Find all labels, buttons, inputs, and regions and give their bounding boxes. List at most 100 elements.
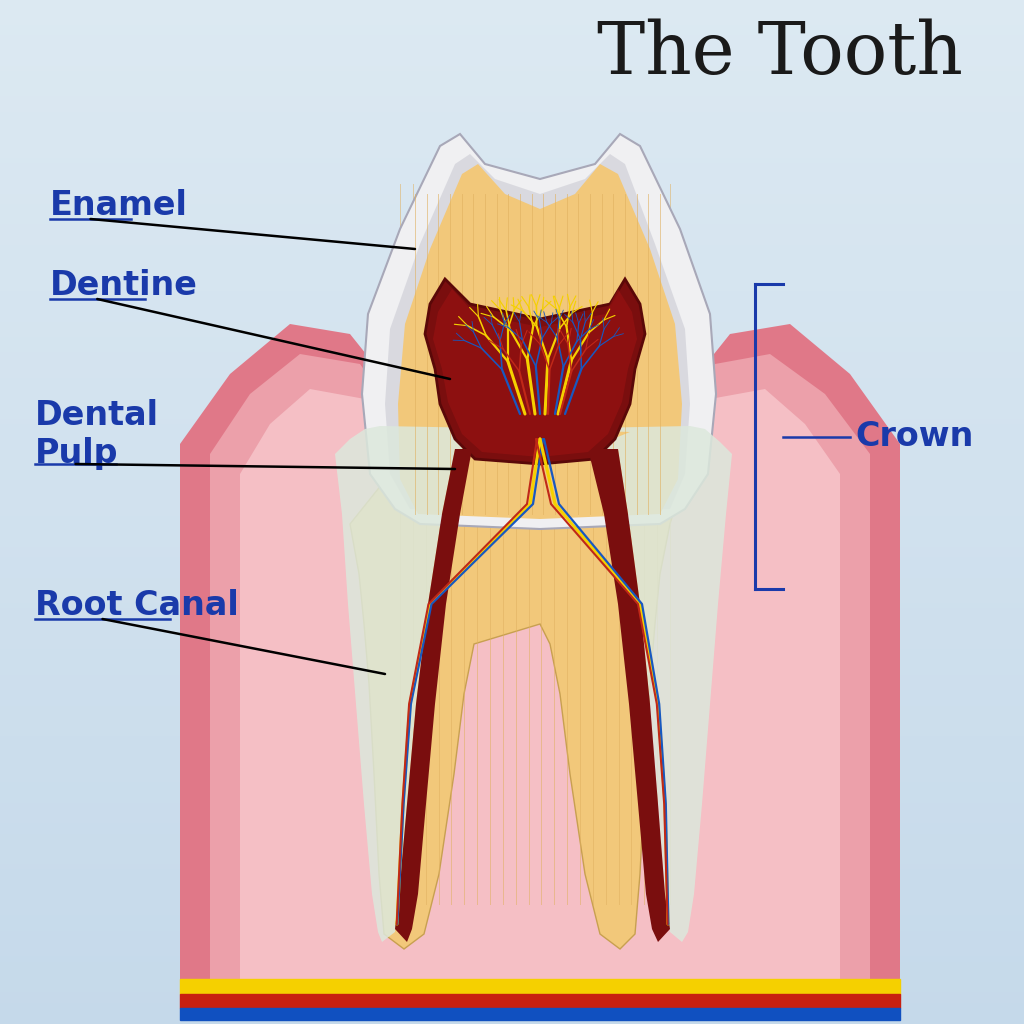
Circle shape xyxy=(847,877,879,909)
Bar xyxy=(0,701,1024,707)
Bar xyxy=(0,927,1024,932)
Bar xyxy=(0,184,1024,189)
Circle shape xyxy=(723,635,754,666)
Bar xyxy=(0,666,1024,671)
Bar xyxy=(0,630,1024,635)
Bar xyxy=(0,835,1024,840)
Bar xyxy=(0,625,1024,630)
Bar xyxy=(0,906,1024,911)
Bar xyxy=(0,123,1024,128)
Bar xyxy=(0,763,1024,768)
Bar xyxy=(0,456,1024,461)
Bar xyxy=(0,492,1024,497)
Bar xyxy=(0,97,1024,102)
Circle shape xyxy=(694,828,736,871)
Circle shape xyxy=(532,880,569,916)
Polygon shape xyxy=(540,426,732,942)
Polygon shape xyxy=(385,154,690,514)
Bar xyxy=(0,645,1024,650)
Bar xyxy=(0,271,1024,276)
Bar xyxy=(0,256,1024,261)
Bar xyxy=(0,154,1024,159)
Circle shape xyxy=(772,786,786,801)
Bar xyxy=(0,10,1024,15)
Circle shape xyxy=(432,856,449,871)
Bar xyxy=(0,558,1024,563)
Bar xyxy=(0,717,1024,722)
Circle shape xyxy=(345,824,385,865)
Bar xyxy=(0,922,1024,927)
Bar xyxy=(0,138,1024,143)
Bar xyxy=(0,502,1024,507)
Bar xyxy=(0,881,1024,886)
Bar xyxy=(0,471,1024,476)
Bar xyxy=(0,937,1024,942)
Circle shape xyxy=(856,665,873,681)
Bar xyxy=(0,333,1024,338)
Bar xyxy=(0,41,1024,46)
Bar xyxy=(0,251,1024,256)
Bar xyxy=(0,568,1024,573)
Circle shape xyxy=(777,588,815,626)
Bar xyxy=(0,379,1024,384)
Circle shape xyxy=(612,718,656,761)
Bar xyxy=(0,282,1024,287)
Bar xyxy=(0,507,1024,512)
Circle shape xyxy=(563,760,591,788)
Bar xyxy=(0,108,1024,113)
Bar xyxy=(0,573,1024,579)
Bar xyxy=(0,389,1024,394)
Circle shape xyxy=(641,787,660,807)
Polygon shape xyxy=(398,164,682,519)
Circle shape xyxy=(298,540,318,560)
Bar xyxy=(0,748,1024,753)
Bar xyxy=(0,230,1024,236)
Bar xyxy=(0,148,1024,154)
Circle shape xyxy=(725,731,744,752)
Bar xyxy=(0,215,1024,220)
Circle shape xyxy=(415,873,439,897)
Bar xyxy=(0,563,1024,568)
Bar xyxy=(0,445,1024,451)
Bar xyxy=(0,287,1024,292)
Circle shape xyxy=(572,810,601,839)
Circle shape xyxy=(709,924,734,950)
Bar xyxy=(0,671,1024,676)
Circle shape xyxy=(736,675,769,707)
Bar xyxy=(0,809,1024,814)
Text: Crown: Crown xyxy=(855,420,974,453)
Bar xyxy=(0,783,1024,788)
Bar xyxy=(0,532,1024,538)
Circle shape xyxy=(525,896,542,912)
Bar xyxy=(0,384,1024,389)
Bar xyxy=(0,323,1024,328)
Text: Enamel: Enamel xyxy=(50,189,187,222)
Bar xyxy=(0,297,1024,302)
Bar xyxy=(0,804,1024,809)
Polygon shape xyxy=(240,389,840,994)
Bar xyxy=(0,696,1024,701)
Bar xyxy=(0,77,1024,82)
Bar xyxy=(0,143,1024,148)
Bar xyxy=(0,302,1024,307)
Bar xyxy=(0,128,1024,133)
Bar xyxy=(0,973,1024,978)
Bar xyxy=(0,292,1024,297)
Bar xyxy=(0,5,1024,10)
Bar xyxy=(0,61,1024,67)
Bar xyxy=(0,369,1024,374)
Bar xyxy=(0,768,1024,773)
Bar xyxy=(0,855,1024,860)
Bar xyxy=(0,451,1024,456)
Bar xyxy=(0,276,1024,282)
Polygon shape xyxy=(362,134,716,529)
Circle shape xyxy=(786,901,809,925)
Bar xyxy=(0,210,1024,215)
Bar xyxy=(0,307,1024,312)
Bar xyxy=(0,195,1024,200)
Bar xyxy=(0,932,1024,937)
Bar xyxy=(0,118,1024,123)
Bar xyxy=(0,399,1024,404)
Bar xyxy=(0,328,1024,333)
Bar xyxy=(0,1009,1024,1014)
